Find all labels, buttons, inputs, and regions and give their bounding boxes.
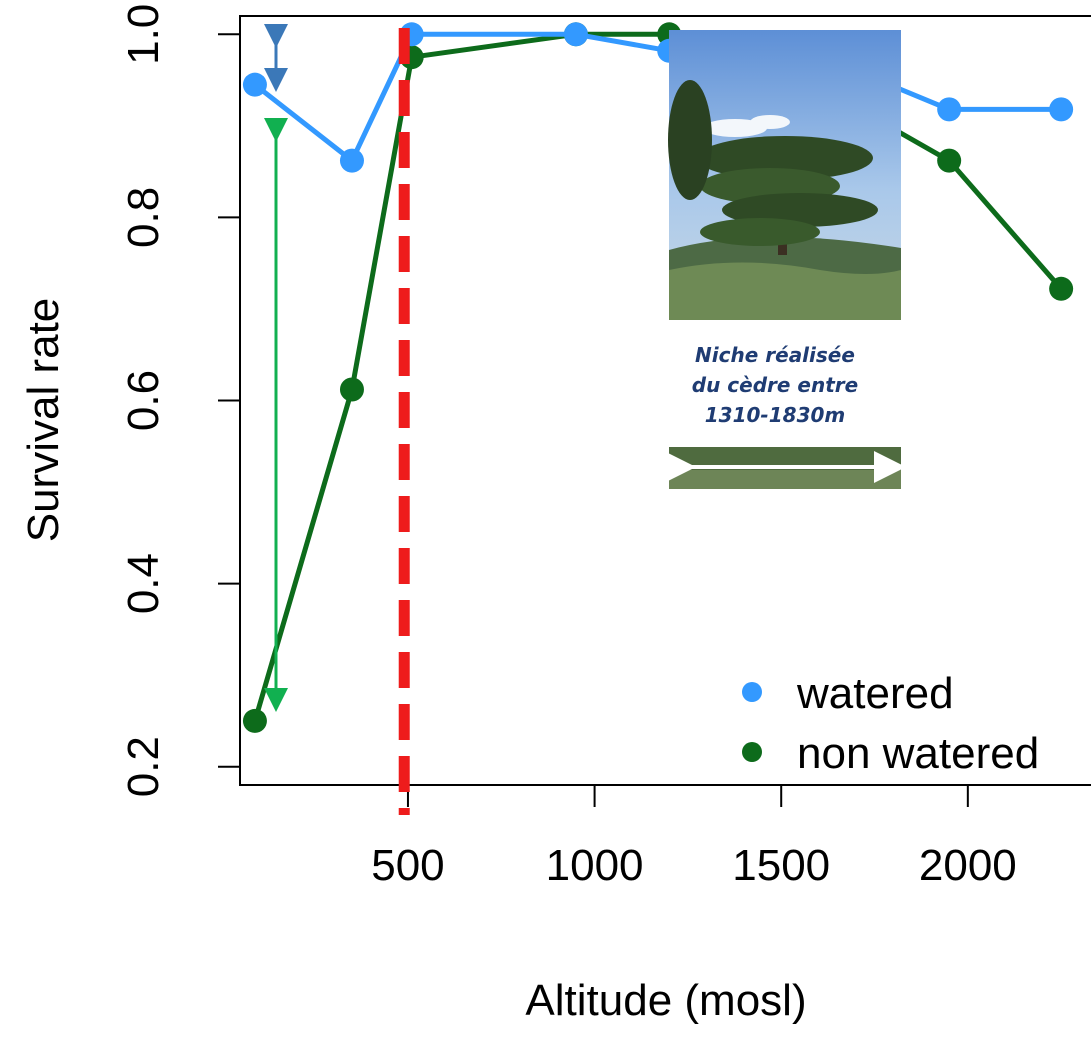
legend-marker-watered xyxy=(742,682,762,702)
niche-annotation: Niche réalisée du cèdre entre 1310-1830m xyxy=(692,343,858,427)
series-line xyxy=(253,31,1062,164)
data-point xyxy=(937,97,962,122)
x-tick-label: 1500 xyxy=(732,841,830,890)
legend-label-non-watered: non watered xyxy=(797,729,1039,778)
niche-text-line-3: 1310-1830m xyxy=(705,403,845,427)
niche-range-bar xyxy=(664,447,906,489)
niche-text-line-1: Niche réalisée xyxy=(695,343,855,367)
series-line xyxy=(252,31,1064,722)
y-tick-label: 1.0 xyxy=(119,4,168,65)
x-tick-label: 2000 xyxy=(919,841,1017,890)
data-point xyxy=(937,148,962,173)
legend-marker-non-watered xyxy=(742,742,762,762)
y-axis: 0.2 0.4 0.6 0.8 1.0 xyxy=(119,4,240,797)
x-tick-label: 1000 xyxy=(546,841,644,890)
data-point xyxy=(563,22,588,47)
data-point xyxy=(1049,276,1074,301)
x-axis-label: Altitude (mosl) xyxy=(525,976,806,1025)
y-tick-label: 0.6 xyxy=(119,370,168,431)
niche-text-line-2: du cèdre entre xyxy=(692,373,858,397)
data-point xyxy=(339,148,364,173)
cedar-tree-photo xyxy=(668,30,901,320)
legend: watered non watered xyxy=(742,669,1039,778)
series-layer xyxy=(242,22,1074,733)
y-tick-label: 0.2 xyxy=(119,736,168,797)
y-tick-label: 0.8 xyxy=(119,187,168,248)
x-tick-label: 500 xyxy=(371,841,444,890)
x-axis: 500 1000 1500 2000 xyxy=(371,785,1017,890)
data-point xyxy=(242,72,267,97)
legend-label-watered: watered xyxy=(796,669,954,718)
data-point xyxy=(242,708,267,733)
data-point xyxy=(1049,97,1074,122)
data-point xyxy=(339,377,364,402)
y-tick-label: 0.4 xyxy=(119,553,168,614)
y-axis-label: Survival rate xyxy=(19,298,68,543)
